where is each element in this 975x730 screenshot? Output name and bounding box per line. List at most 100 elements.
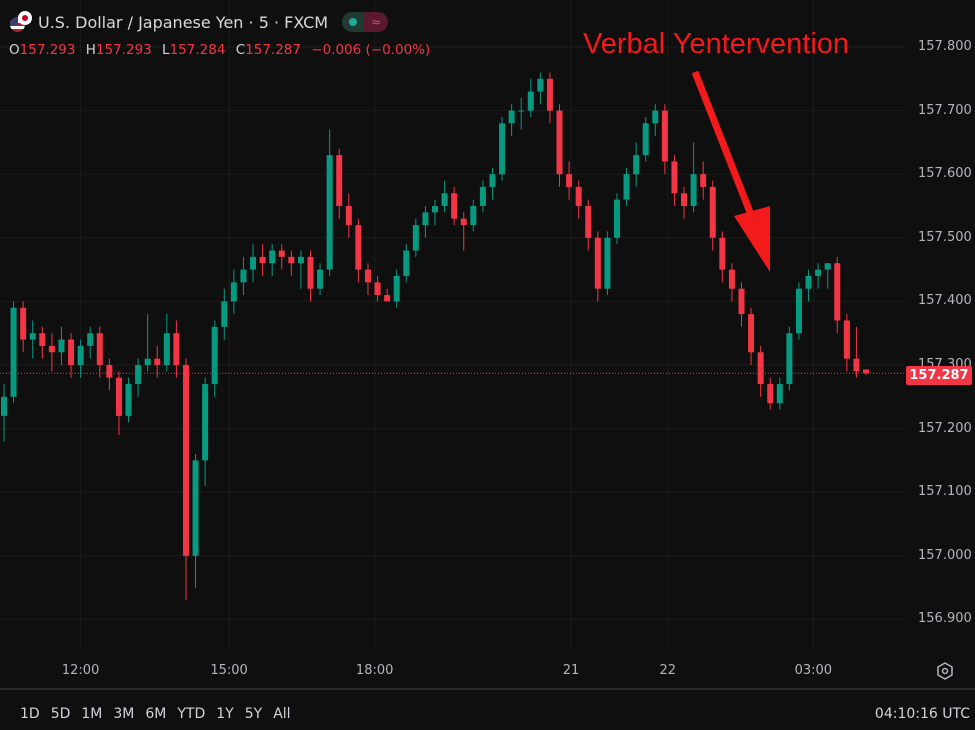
candle-body (230, 282, 237, 302)
candle-body (29, 333, 36, 340)
candle-body (269, 250, 276, 264)
y-tick-label: 157.700 (918, 102, 972, 118)
candle-body (297, 256, 304, 264)
range-5d[interactable]: 5D (50, 706, 71, 722)
candle-body (240, 269, 247, 283)
settings-icon[interactable] (936, 662, 954, 680)
candle-body (211, 326, 218, 385)
candlestick-chart[interactable] (0, 0, 975, 688)
y-tick-label: 157.600 (918, 166, 972, 182)
candle-body (288, 256, 295, 264)
candle-body (843, 320, 850, 359)
candle-body (39, 333, 46, 346)
candle-body (345, 206, 352, 226)
candle-body (834, 263, 841, 321)
change-value: −0.006 (−0.00%) (311, 42, 431, 58)
range-selector: 1D 5D 1M 3M 6M YTD 1Y 5Y All (20, 706, 291, 722)
status-pill[interactable]: ≈ (342, 12, 389, 32)
candle-body (795, 288, 802, 334)
candle-body (566, 174, 573, 187)
candle-body (58, 339, 65, 353)
candle-body (652, 110, 659, 124)
range-all[interactable]: All (273, 706, 291, 722)
green-dot-icon (342, 12, 365, 32)
symbol-title[interactable]: U.S. Dollar / Japanese Yen · 5 · FXCM (38, 12, 329, 32)
low-label: L (162, 42, 170, 58)
candle-body (384, 295, 391, 302)
candle-body (853, 358, 860, 372)
close-label: C (235, 42, 246, 58)
y-tick-label: 157.100 (918, 484, 972, 500)
candle-body (432, 206, 438, 213)
candle-body (48, 345, 55, 353)
candle-body (815, 269, 822, 276)
range-3m[interactable]: 3M (113, 706, 135, 722)
candle-body (527, 91, 534, 111)
low-value: 157.284 (169, 42, 226, 58)
candle-body (422, 212, 429, 226)
candle-body (202, 384, 209, 461)
candle-body (776, 384, 783, 404)
candle-body (700, 174, 707, 187)
candle-body (154, 358, 161, 365)
candle-body (767, 384, 774, 404)
symbol-header[interactable]: U.S. Dollar / Japanese Yen · 5 · FXCM ≈ (10, 11, 389, 33)
range-1m[interactable]: 1M (81, 706, 103, 722)
candle-body (10, 307, 17, 397)
candle-body (144, 358, 151, 365)
x-tick-label: 21 (562, 663, 580, 678)
candle-body (518, 110, 525, 112)
candle-body (125, 384, 132, 416)
candle-body (278, 250, 285, 257)
annotation-text: Verbal Yentervention (583, 28, 850, 60)
candle-body (556, 110, 563, 175)
utc-clock[interactable]: 04:10:16 UTC (874, 706, 970, 722)
candle-body (364, 269, 371, 283)
candle-body (20, 307, 27, 340)
range-ytd[interactable]: YTD (177, 706, 206, 722)
candle-body (824, 263, 831, 270)
candle-body (393, 275, 400, 302)
candle-body (594, 237, 601, 289)
range-5y[interactable]: 5Y (244, 706, 263, 722)
candle-body (786, 333, 793, 385)
candle-body (757, 352, 764, 385)
candle-body (738, 288, 745, 315)
candle-body (115, 377, 122, 416)
candle-body (336, 155, 343, 206)
candle-body (863, 369, 869, 374)
y-tick-label: 157.400 (918, 293, 972, 309)
candle-body (613, 199, 620, 238)
candle-body (403, 250, 410, 276)
candle-body (537, 78, 544, 92)
range-1y[interactable]: 1Y (216, 706, 234, 722)
close-value: 157.287 (245, 42, 301, 58)
candle-body (585, 206, 592, 238)
candle-body (87, 333, 94, 346)
candle-body (661, 110, 668, 162)
candle-body (374, 282, 381, 296)
wave-icon: ≈ (364, 12, 389, 32)
x-tick-label: 15:00 (210, 663, 248, 678)
ohlc-legend: O157.293 H157.293 L157.284 C157.287 −0.0… (9, 42, 436, 58)
candle-body (623, 174, 630, 200)
y-tick-label: 156.900 (918, 611, 972, 627)
x-tick-label: 22 (659, 663, 677, 678)
candle-body (412, 225, 419, 251)
divider (0, 688, 975, 690)
y-tick-label: 157.200 (918, 420, 972, 436)
candle-body (748, 314, 755, 353)
candle-body (719, 237, 726, 270)
range-6m[interactable]: 6M (145, 706, 167, 722)
candle-body (355, 225, 362, 270)
candle-body (460, 218, 467, 226)
candle-body (633, 155, 640, 175)
y-tick-label: 157.000 (918, 547, 972, 563)
x-tick-label: 03:00 (794, 663, 833, 678)
open-value: 157.293 (19, 42, 76, 58)
candle-body (508, 110, 515, 124)
range-1d[interactable]: 1D (20, 706, 40, 722)
candle-body (604, 237, 611, 289)
candle-body (470, 206, 477, 226)
candle-body (68, 339, 75, 365)
